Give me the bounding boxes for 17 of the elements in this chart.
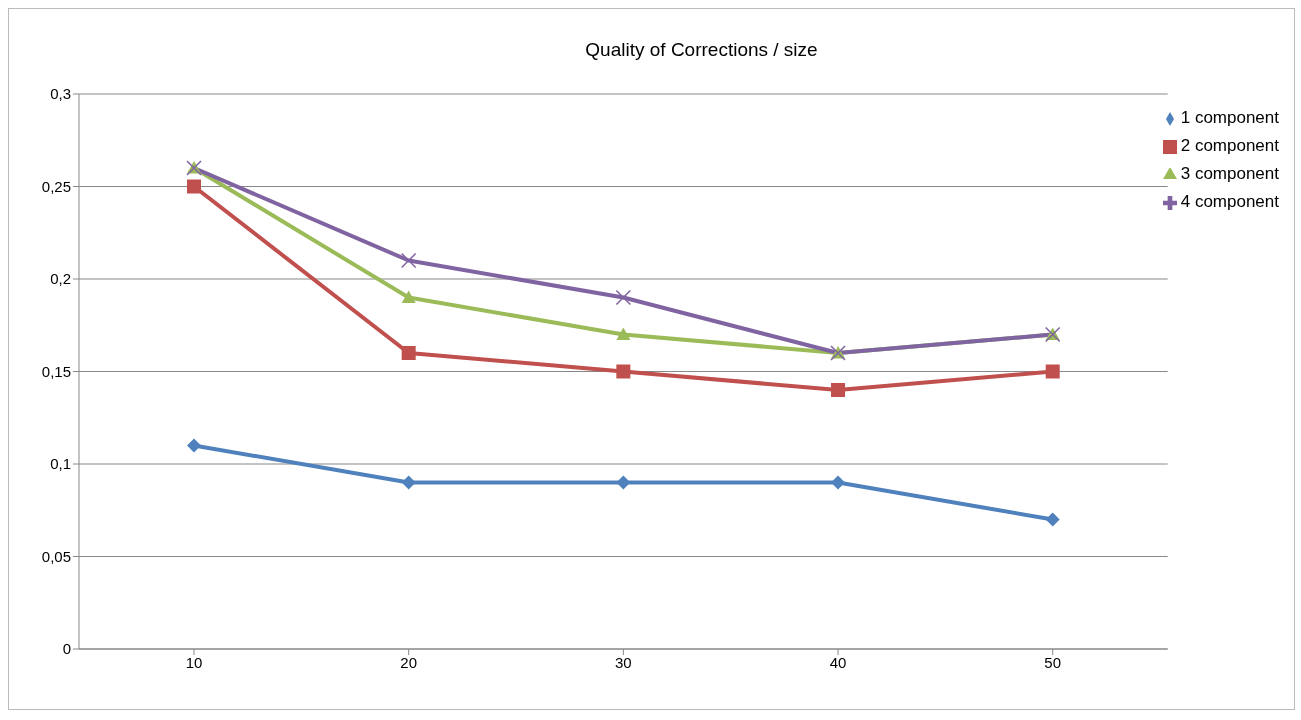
x-tick-label: 20 — [400, 653, 418, 671]
x-tick-label: 10 — [185, 653, 203, 671]
x-tick-label: 30 — [615, 653, 632, 671]
y-tick-label: 0 — [62, 640, 71, 658]
legend-label: 2 component — [1180, 136, 1279, 155]
y-tick-label: 0,25 — [41, 177, 71, 195]
chart-title: Quality of Corrections / size — [584, 39, 819, 61]
y-tick-label: 0,05 — [41, 547, 71, 565]
legend-label: 3 component — [1180, 164, 1279, 183]
legend-label: 4 component — [1180, 192, 1279, 211]
y-tick-label: 0,3 — [50, 85, 71, 103]
x-tick-label: 40 — [829, 653, 847, 671]
x-tick-label: 50 — [1044, 653, 1062, 671]
y-tick-label: 0,2 — [50, 270, 71, 288]
y-tick-label: 0,1 — [50, 455, 71, 473]
y-tick-label: 0,15 — [41, 362, 71, 380]
legend-label: 1 component — [1180, 108, 1279, 127]
